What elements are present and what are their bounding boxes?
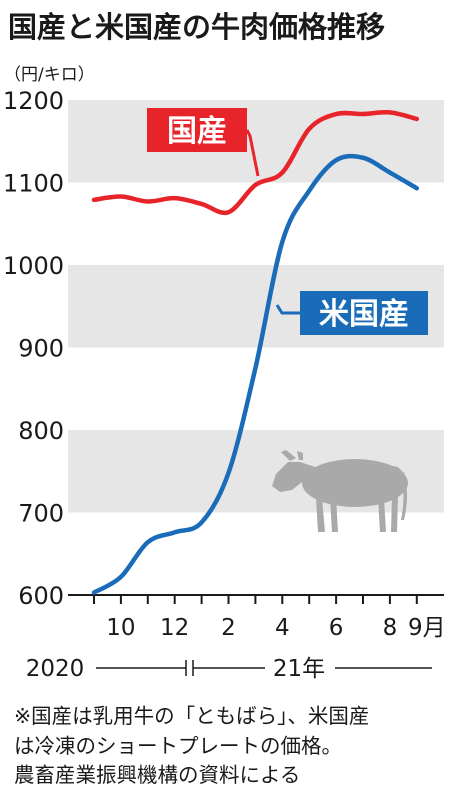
y-tick-label: 1200 [3, 87, 64, 115]
y-unit-label: （円/キロ） [4, 65, 95, 85]
year-label: 21年 [273, 656, 325, 682]
footnote-line: は冷凍のショートプレートの価格。 [14, 733, 342, 760]
y-tick-label: 800 [18, 417, 64, 445]
y-tick-label: 600 [18, 582, 64, 610]
y-tick-label: 1000 [3, 252, 64, 280]
x-tick-label: 6 [329, 615, 344, 641]
y-tick-label: 1100 [3, 170, 64, 198]
x-tick-label: 4 [275, 615, 290, 641]
x-tick-label: 8 [383, 615, 398, 641]
year-label: 2020 [26, 656, 85, 682]
series-line [94, 156, 417, 592]
y-tick-label: 900 [18, 335, 64, 363]
footnote-line: ※国産は乳用牛の「ともばら」、米国産 [14, 703, 369, 730]
chart-title: 国産と米国産の牛肉価格推移 [8, 10, 385, 44]
x-tick-label: 9月 [408, 615, 446, 641]
series-label: 国産 [167, 114, 227, 149]
x-tick-label: 2 [221, 615, 236, 641]
footnote-line: 農畜産業振興機構の資料による [14, 762, 300, 789]
series-label: 米国産 [319, 297, 409, 332]
x-tick-label: 12 [160, 615, 189, 641]
y-tick-label: 700 [18, 500, 64, 528]
x-tick-label: 10 [106, 615, 135, 641]
